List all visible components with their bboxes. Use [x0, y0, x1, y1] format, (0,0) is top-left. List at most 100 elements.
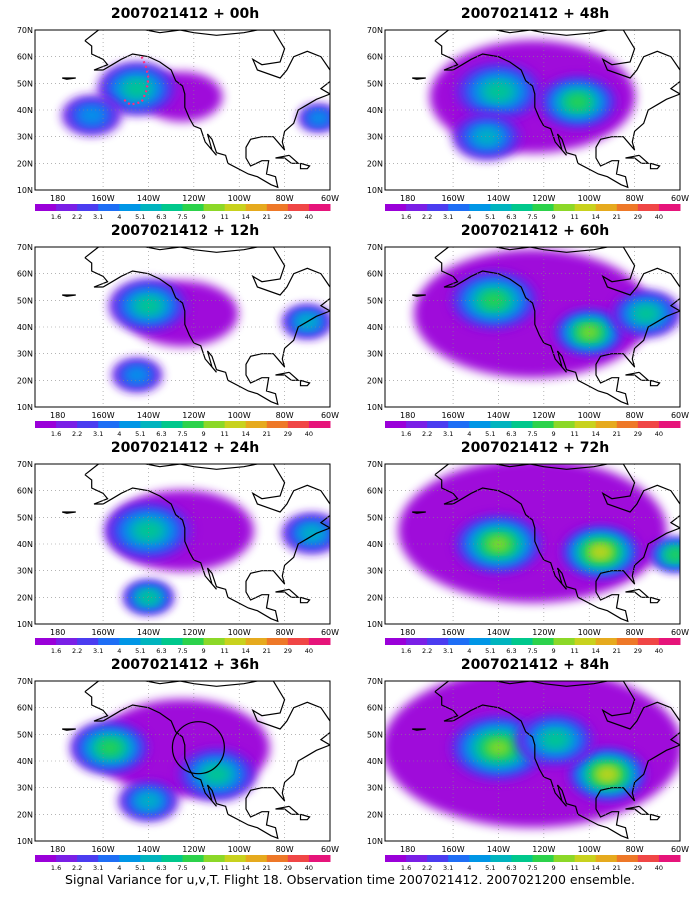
colorbar-label: 7.5 [527, 864, 537, 871]
colorbar-label: 29 [634, 213, 642, 220]
colorbar-segment [35, 204, 57, 211]
variance-blob [139, 591, 158, 604]
colorbar-label: 40 [655, 213, 663, 220]
colorbar-label: 6.3 [506, 213, 516, 220]
colorbar-segment [574, 204, 597, 211]
colorbar-label: 14 [242, 430, 250, 437]
colorbar-label: 2.2 [72, 647, 82, 654]
y-tick-label: 60N [367, 270, 383, 279]
colorbar-segment [574, 855, 597, 862]
colorbar-segment [119, 855, 141, 862]
x-tick-label: 140W [137, 845, 160, 854]
y-tick-label: 50N [367, 296, 383, 305]
colorbar-label: 29 [634, 864, 642, 871]
map-panel-p48: 2007021412 + 48h 10N 20N 30N 40N 50N 60N 70N 180… [365, 5, 700, 220]
colorbar-label: 29 [284, 647, 292, 654]
colorbar-label: 4 [117, 864, 121, 871]
coastline [412, 681, 680, 840]
x-tick-label: 160W [441, 194, 464, 203]
y-tick-label: 70N [17, 677, 33, 686]
colorbar-label: 40 [305, 213, 313, 220]
colorbar-segment [616, 638, 639, 645]
variance-blob [487, 740, 510, 756]
y-tick-label: 70N [367, 26, 383, 35]
colorbar-label: 2.2 [422, 213, 432, 220]
colorbar-segment [77, 638, 99, 645]
x-tick-label: 60W [321, 845, 339, 854]
colorbar-segment [532, 855, 555, 862]
colorbar-segment [161, 204, 183, 211]
colorbar-label: 1.6 [401, 647, 411, 654]
x-tick-label: 120W [532, 845, 555, 854]
colorbar-segment [119, 204, 141, 211]
colorbar-label: 21 [263, 430, 271, 437]
x-tick-label: 80W [626, 194, 644, 203]
colorbar-segment [427, 204, 449, 211]
y-tick-label: 10N [17, 837, 33, 846]
colorbar-segment [308, 421, 331, 428]
colorbar-segment [427, 855, 449, 862]
colorbar-segment [203, 204, 226, 211]
y-tick-label: 40N [17, 540, 33, 549]
variance-blob [475, 128, 499, 145]
map-svg: 10N 20N 30N 40N 50N 60N 70N 180 160W 140W 120W 100W… [367, 677, 689, 871]
x-tick-label: 100W [228, 194, 251, 203]
y-tick-label: 30N [17, 133, 33, 142]
x-tick-label: 180 [50, 194, 65, 203]
x-tick-label: 180 [50, 845, 65, 854]
colorbar-segment [35, 638, 57, 645]
x-tick-label: 120W [532, 628, 555, 637]
y-tick-label: 60N [367, 53, 383, 62]
panel-title: 2007021412 + 36h [110, 657, 260, 673]
colorbar-label: 14 [592, 864, 600, 871]
colorbar-segment [406, 421, 428, 428]
variance-field [35, 30, 330, 190]
colorbar-segment [637, 421, 660, 428]
colorbar-label: 5.1 [135, 647, 145, 654]
colorbar-segment [182, 855, 205, 862]
colorbar-label: 11 [571, 864, 579, 871]
colorbar-segment [595, 855, 618, 862]
colorbar-segment [98, 638, 120, 645]
x-tick-label: 60W [321, 411, 339, 420]
map-svg: 10N 20N 30N 40N 50N 60N 70N 180 160W 140W 120W 100W… [17, 26, 339, 220]
x-tick-label: 140W [487, 628, 510, 637]
x-tick-label: 180 [50, 411, 65, 420]
colorbar-label: 7.5 [177, 864, 187, 871]
flight-track [122, 56, 150, 106]
colorbar-label: 3.1 [93, 864, 103, 871]
x-tick-label: 120W [532, 411, 555, 420]
colorbar-label: 9 [552, 213, 556, 220]
colorbar-label: 40 [305, 430, 313, 437]
colorbar-segment [56, 638, 78, 645]
colorbar-segment [77, 855, 99, 862]
x-tick-label: 100W [578, 194, 601, 203]
x-tick-label: 160W [91, 411, 114, 420]
x-tick-label: 160W [441, 845, 464, 854]
colorbar-label: 29 [284, 213, 292, 220]
map-panel-p84: 2007021412 + 84h 10N 20N 30N 40N 50N 60N 70N 180… [365, 656, 700, 871]
colorbar-segment [616, 421, 639, 428]
colorbar-label: 5.1 [485, 864, 495, 871]
colorbar-segment [98, 421, 120, 428]
colorbar-segment [140, 421, 162, 428]
variance-blob [136, 522, 161, 539]
colorbar-label: 1.6 [51, 430, 61, 437]
colorbar-label: 4 [117, 213, 121, 220]
colorbar-segment [637, 204, 660, 211]
colorbar-label: 9 [552, 430, 556, 437]
colorbar-segment [490, 421, 512, 428]
colorbar-label: 1.6 [51, 647, 61, 654]
colorbar-segment [308, 855, 331, 862]
colorbar-segment [56, 855, 78, 862]
colorbar-label: 11 [221, 213, 229, 220]
colorbar-label: 4 [467, 864, 471, 871]
y-tick-label: 60N [17, 53, 33, 62]
colorbar-segment [448, 421, 470, 428]
colorbar-segment [406, 638, 428, 645]
colorbar-label: 9 [202, 647, 206, 654]
variance-blob [666, 548, 680, 561]
colorbar-label: 9 [552, 864, 556, 871]
x-tick-label: 140W [137, 194, 160, 203]
coastline [412, 247, 680, 406]
